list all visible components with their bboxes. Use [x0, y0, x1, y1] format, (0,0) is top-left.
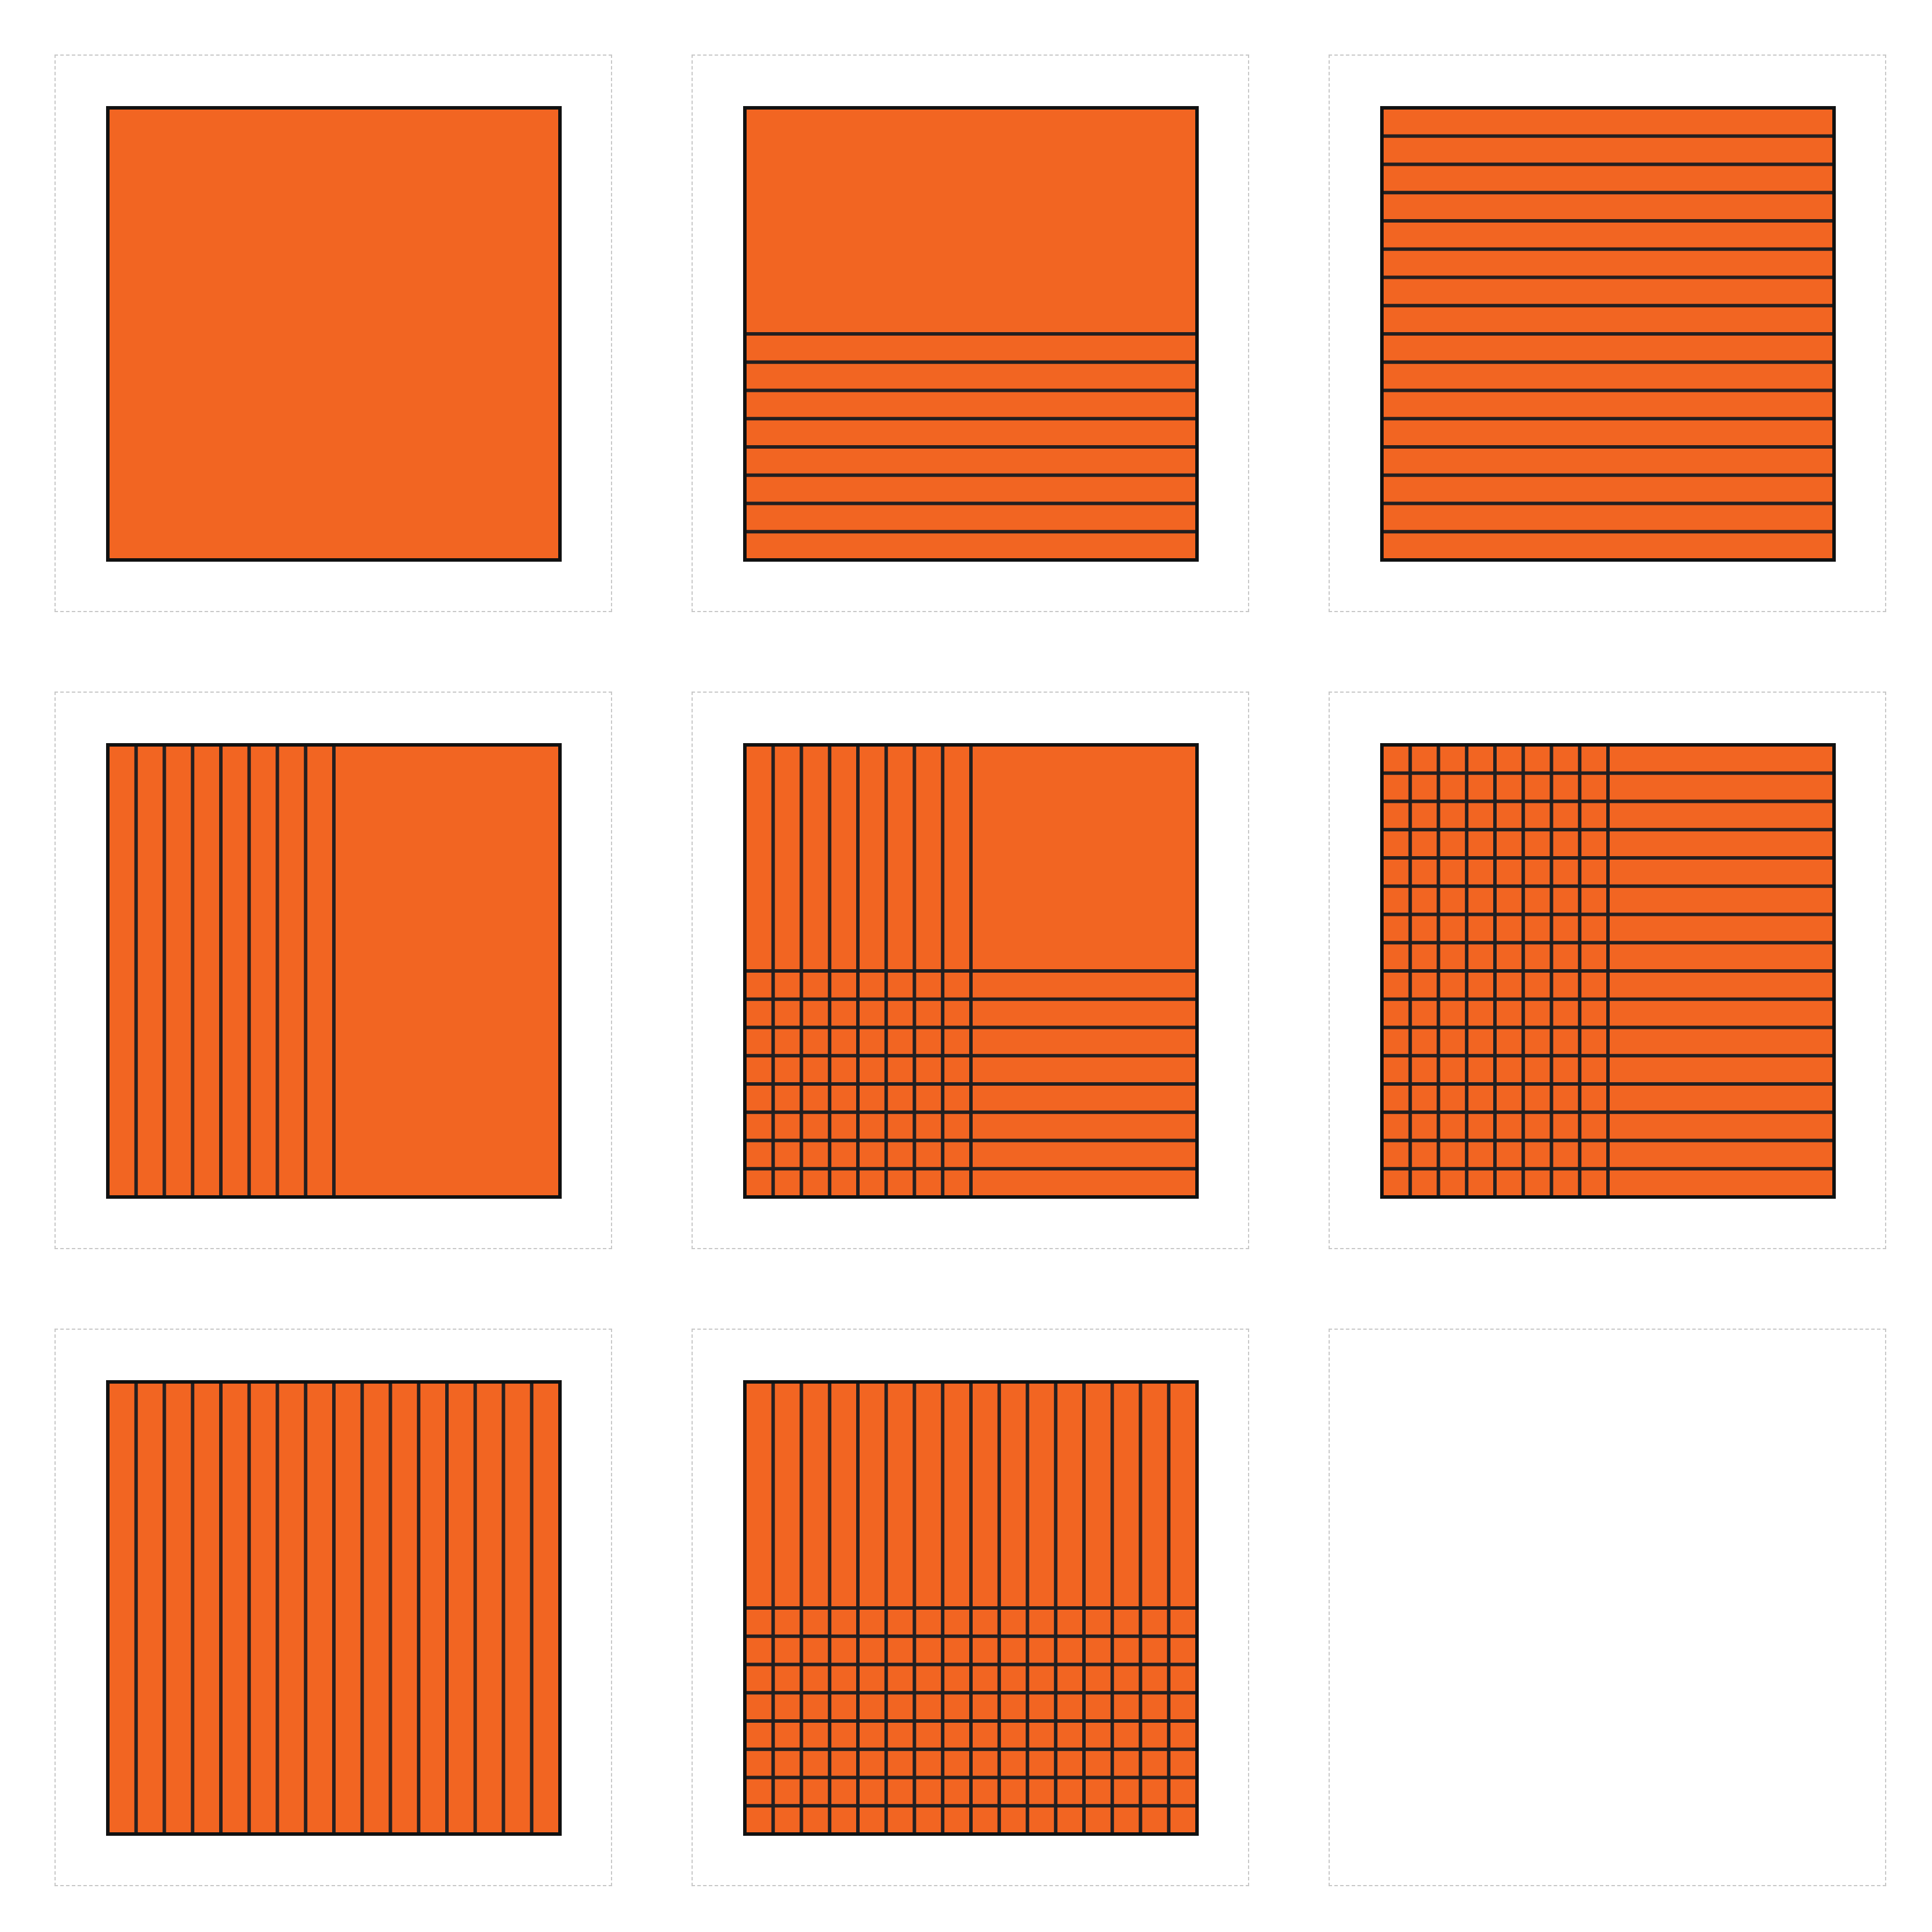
pattern-cell-6	[1329, 692, 1886, 1249]
square-border	[106, 1380, 562, 1836]
pattern-cell-3	[1329, 54, 1886, 612]
pattern-svg-4	[106, 743, 562, 1199]
square-border	[106, 743, 562, 1199]
square-border	[743, 106, 1199, 562]
square-border	[1380, 106, 1836, 562]
orange-square	[108, 108, 560, 560]
pattern-svg-7	[106, 1380, 562, 1836]
square-border	[743, 1380, 1199, 1836]
pattern-cell-2	[692, 54, 1249, 612]
pattern-cell-7	[54, 1329, 612, 1886]
pattern-cell-5	[692, 692, 1249, 1249]
pattern-svg-5	[743, 743, 1199, 1199]
square-border	[106, 106, 562, 562]
square-border	[1380, 743, 1836, 1199]
pattern-cell-1	[54, 54, 612, 612]
pattern-svg-6	[1380, 743, 1836, 1199]
pattern-svg-2	[743, 106, 1199, 562]
pattern-svg-8	[743, 1380, 1199, 1836]
pattern-svg-1	[106, 106, 562, 562]
pattern-svg-3	[1380, 106, 1836, 562]
pattern-cell-8	[692, 1329, 1249, 1886]
square-border	[743, 743, 1199, 1199]
pattern-cell-9	[1329, 1329, 1886, 1886]
pattern-cell-4	[54, 692, 612, 1249]
